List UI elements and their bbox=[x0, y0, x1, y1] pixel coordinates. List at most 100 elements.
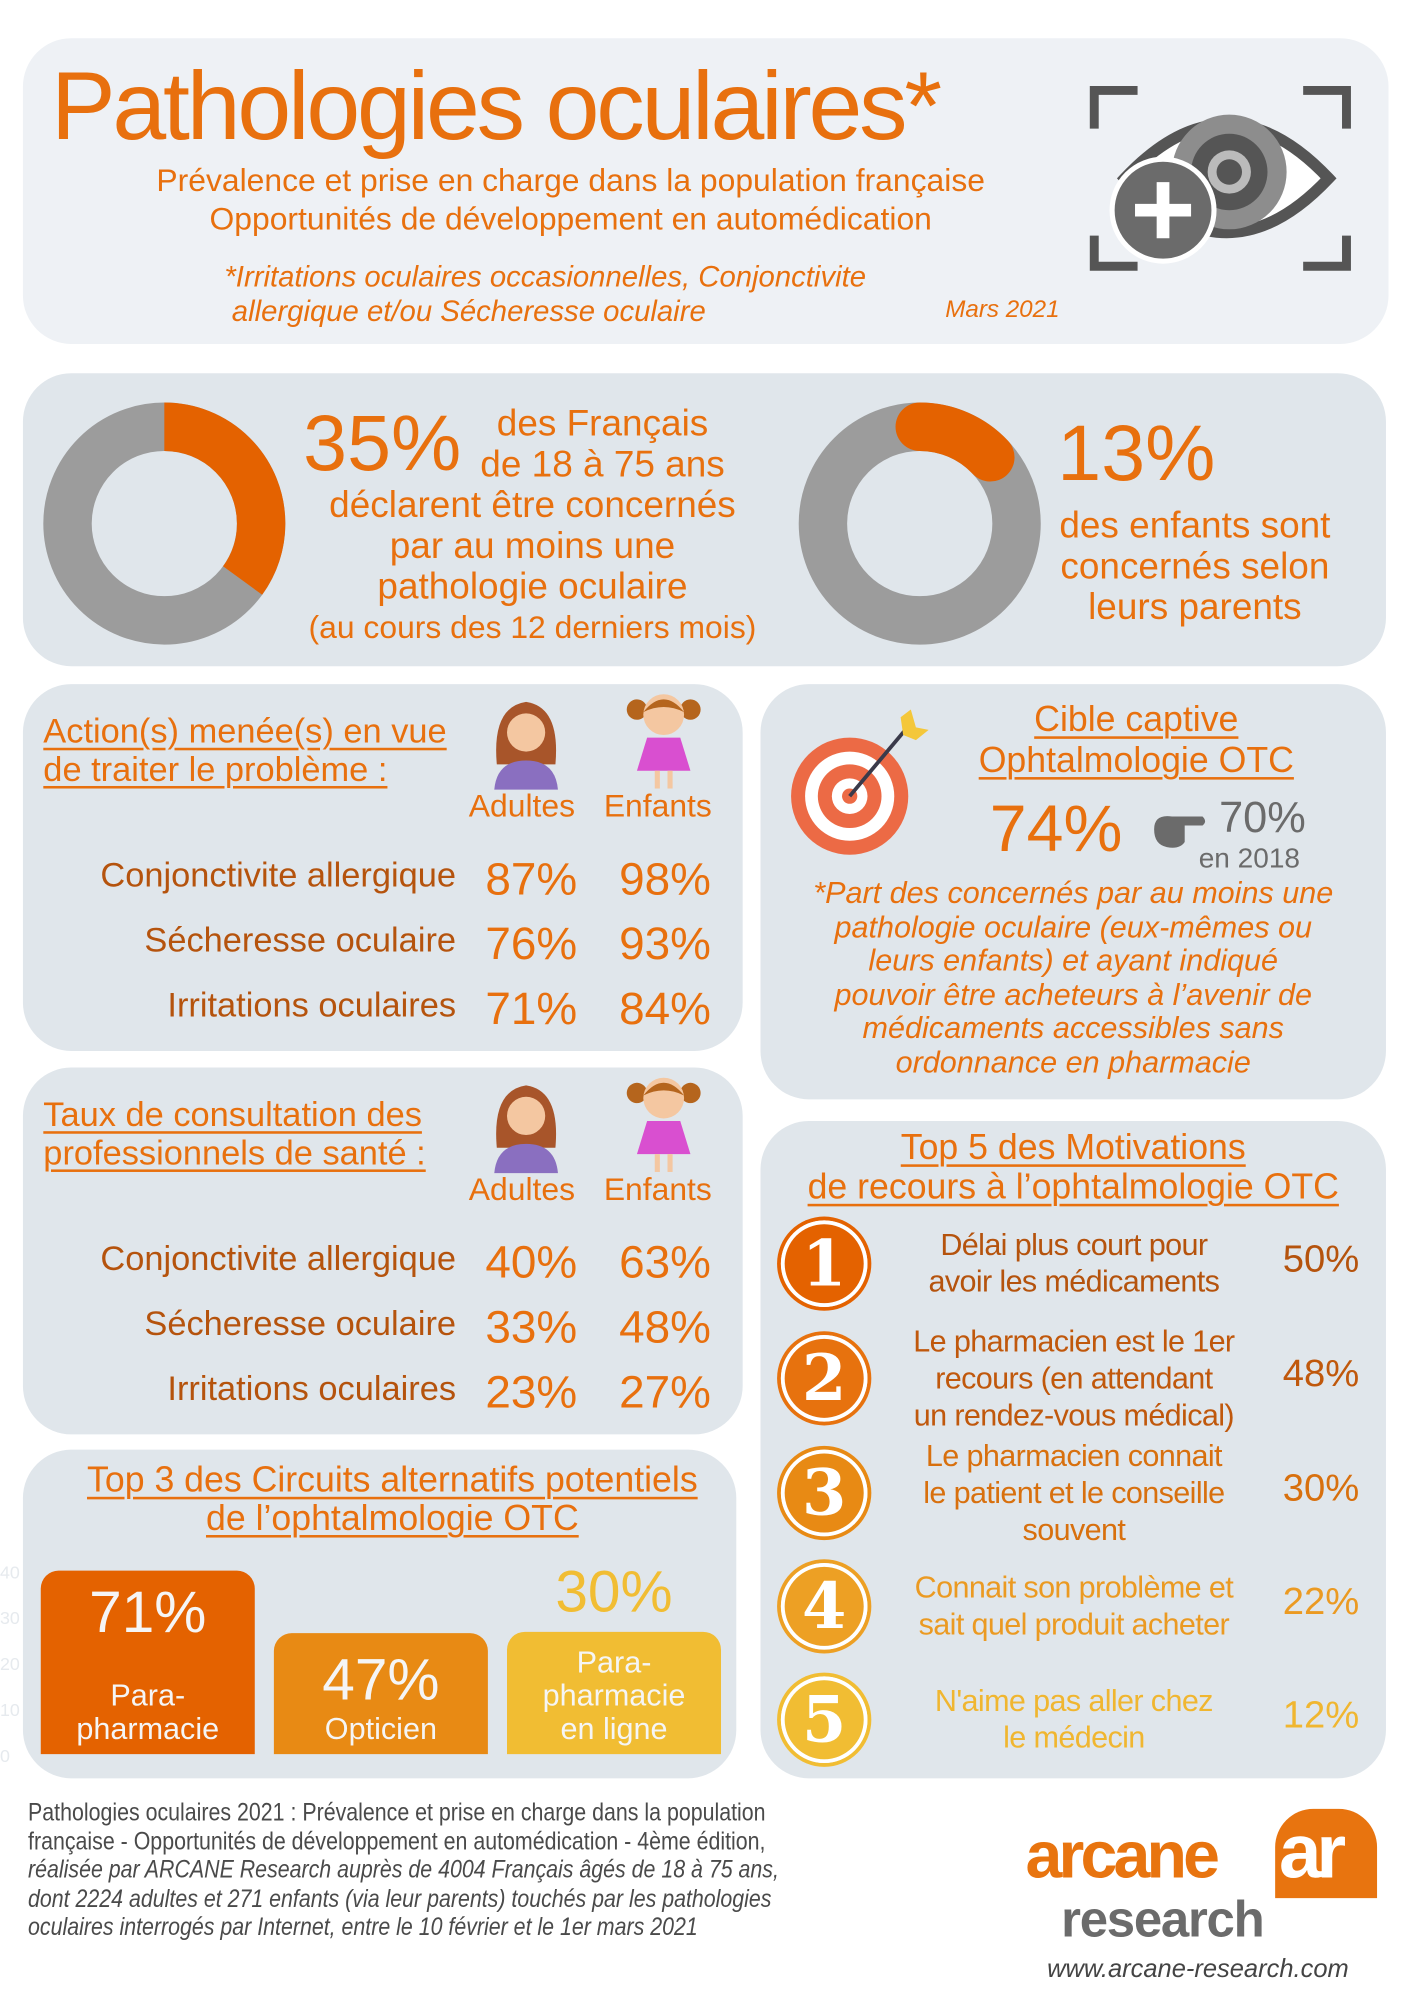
motivation-line: le médecin bbox=[1003, 1720, 1145, 1756]
motivation-pct: 22% bbox=[1282, 1580, 1360, 1623]
captive-title-2: Ophtalmologie OTC bbox=[978, 740, 1294, 780]
badge-fill bbox=[784, 1680, 864, 1760]
bar-pct: 71% bbox=[89, 1578, 207, 1645]
circuits-title-1: Top 3 des Circuits alternatifs potentiel… bbox=[87, 1459, 698, 1500]
motivation-line: le patient et le conseille bbox=[923, 1475, 1225, 1511]
row-label: Sécheresse oculaire bbox=[144, 921, 457, 960]
column-header-children: Enfants bbox=[603, 1171, 712, 1208]
logo-word-2: research bbox=[1061, 1891, 1265, 1948]
motivation-pct: 12% bbox=[1282, 1694, 1360, 1737]
consultation-title-2: professionnels de santé : bbox=[43, 1133, 426, 1172]
note-line: *Part des concernés par au moins une bbox=[813, 876, 1334, 911]
previous-year: en 2018 bbox=[1198, 842, 1301, 874]
rank-5-badge: 5 bbox=[780, 1676, 868, 1764]
adults-line-4: par au moins une bbox=[389, 526, 676, 567]
motivation-line: Connait son problème et bbox=[914, 1570, 1234, 1606]
subtitle-2: Opportunités de développement en automéd… bbox=[209, 201, 932, 237]
header-card: Pathologies oculaires* Prévalence et pri… bbox=[22, 38, 1389, 344]
subtitle-1: Prévalence et prise en charge dans la po… bbox=[156, 163, 985, 199]
footer-line: française - Opportunités de développemen… bbox=[28, 1827, 766, 1856]
children-donut bbox=[798, 402, 1041, 645]
bar-label-line: en ligne bbox=[560, 1712, 668, 1747]
row-children-pct: 93% bbox=[619, 917, 711, 970]
actions-title-1: Action(s) menée(s) en vue bbox=[43, 712, 447, 751]
motivation-pct: 48% bbox=[1282, 1352, 1360, 1395]
row-label: Conjonctivite allergique bbox=[100, 856, 457, 895]
actions-title-2: de traiter le problème : bbox=[43, 750, 388, 789]
girl-child-icon bbox=[619, 1073, 708, 1172]
eye-plus-icon bbox=[1089, 85, 1351, 271]
consultation-title-1: Taux de consultation des bbox=[43, 1095, 422, 1134]
motivation-pct: 50% bbox=[1282, 1238, 1360, 1281]
note-line-1: *Irritations oculaires occasionnelles, C… bbox=[224, 259, 867, 293]
motivation-line: Le pharmacien est le 1er bbox=[913, 1324, 1235, 1359]
children-line-1: des enfants sont bbox=[1059, 505, 1331, 547]
bar-label-line: pharmacie bbox=[76, 1712, 220, 1747]
motivation-line: souvent bbox=[1022, 1512, 1126, 1548]
bar-label: Para-pharmacie bbox=[41, 1680, 255, 1746]
circuits-title-2: de l’ophtalmologie OTC bbox=[205, 1498, 579, 1538]
adult-woman-icon bbox=[482, 694, 571, 790]
badge-fill bbox=[784, 1338, 864, 1418]
row-label: Irritations oculaires bbox=[167, 1369, 457, 1408]
row-adults-pct: 87% bbox=[485, 852, 578, 905]
rank-number: 3 bbox=[802, 1454, 847, 1530]
children-line-3: leurs parents bbox=[1088, 587, 1302, 629]
logo-word-1: arcane bbox=[1025, 1819, 1219, 1893]
axis-tick-label: 0 bbox=[0, 1745, 10, 1766]
captive-title-1: Cible captive bbox=[1034, 699, 1239, 739]
captive-card: Cible captive Ophtalmologie OTC 74% 70% … bbox=[760, 684, 1386, 1100]
adults-line-2: de 18 à 75 ans bbox=[480, 444, 725, 486]
motivation-pct: 30% bbox=[1282, 1467, 1360, 1510]
row-label: Sécheresse oculaire bbox=[144, 1304, 457, 1343]
bar-label-line: Para- bbox=[110, 1678, 186, 1714]
motivation-line: sait quel produit acheter bbox=[918, 1607, 1230, 1643]
circuits-card: Top 3 des Circuits alternatifs potentiel… bbox=[0, 1449, 737, 1779]
circuit-bar: 47% Opticien bbox=[273, 1632, 488, 1755]
bar-pct: 47% bbox=[322, 1645, 440, 1712]
rank-3-badge: 3 bbox=[780, 1449, 868, 1537]
rank-4-badge: 4 bbox=[780, 1563, 868, 1650]
captive-note: *Part des concernés par au moins une path… bbox=[761, 876, 1386, 1081]
footer-line: Pathologies oculaires 2021 : Prévalence … bbox=[28, 1798, 766, 1827]
footer-line: dont 2224 adultes et 271 enfants (via le… bbox=[28, 1884, 772, 1913]
row-children-pct: 63% bbox=[619, 1235, 711, 1288]
row-adults-pct: 23% bbox=[485, 1365, 578, 1418]
row-children-pct: 84% bbox=[619, 982, 711, 1035]
motivation-line: avoir les médicaments bbox=[928, 1264, 1220, 1300]
badge-fill bbox=[784, 1453, 864, 1533]
children-pct: 13% bbox=[1057, 410, 1216, 499]
row-children-pct: 98% bbox=[619, 852, 711, 905]
adults-line-1: des Français bbox=[496, 403, 709, 445]
motivations-title-2: de recours à l’ophtalmologie OTC bbox=[807, 1166, 1339, 1207]
children-line-2: concernés selon bbox=[1060, 546, 1330, 588]
footer-line: réalisée par ARCANE Research auprès de 4… bbox=[28, 1856, 779, 1885]
note-line: pathologie oculaire (eux-mêmes ou bbox=[834, 910, 1313, 945]
target-icon bbox=[791, 709, 929, 855]
circuit-bar: Para-pharmacie en ligne bbox=[507, 1631, 722, 1755]
previous-pct: 70% bbox=[1219, 793, 1306, 843]
motivation-text: Délai plus court pour avoir les médicamen… bbox=[873, 1227, 1276, 1301]
row-label: Conjonctivite allergique bbox=[100, 1239, 457, 1278]
motivations-title-1: Top 5 des Motivations bbox=[900, 1127, 1246, 1167]
note-line-2: allergique et/ou Sécheresse oculaire bbox=[231, 294, 706, 328]
bar-label-line: pharmacie bbox=[542, 1678, 686, 1714]
axis-tick-label: 40 bbox=[0, 1561, 20, 1583]
note-line: leurs enfants) et ayant indiqué bbox=[868, 943, 1279, 979]
page-title: Pathologies oculaires* bbox=[50, 52, 942, 161]
row-adults-pct: 40% bbox=[485, 1235, 578, 1288]
actions-card: Action(s) menée(s) en vue de traiter le p… bbox=[22, 684, 743, 1051]
motivation-text: N'aime pas aller chez le médecin bbox=[873, 1683, 1276, 1757]
pointing-hand-icon bbox=[1154, 816, 1206, 848]
row-adults-pct: 71% bbox=[485, 982, 578, 1035]
prevalence-card: 35% des Français de 18 à 75 ans déclaren… bbox=[22, 373, 1386, 667]
consultation-card: Taux de consultation des professionnels d… bbox=[22, 1067, 743, 1435]
rank-2-badge: 2 bbox=[780, 1335, 868, 1422]
row-label: Irritations oculaires bbox=[167, 985, 457, 1025]
adults-pct: 35% bbox=[303, 399, 462, 488]
rank-number: 2 bbox=[802, 1340, 847, 1416]
motivation-text: Connait son problème et sait quel produit… bbox=[873, 1569, 1276, 1643]
row-adults-pct: 76% bbox=[485, 917, 578, 970]
axis-tick-label: 30 bbox=[0, 1607, 20, 1629]
motivation-line: N'aime pas aller chez bbox=[934, 1684, 1214, 1719]
